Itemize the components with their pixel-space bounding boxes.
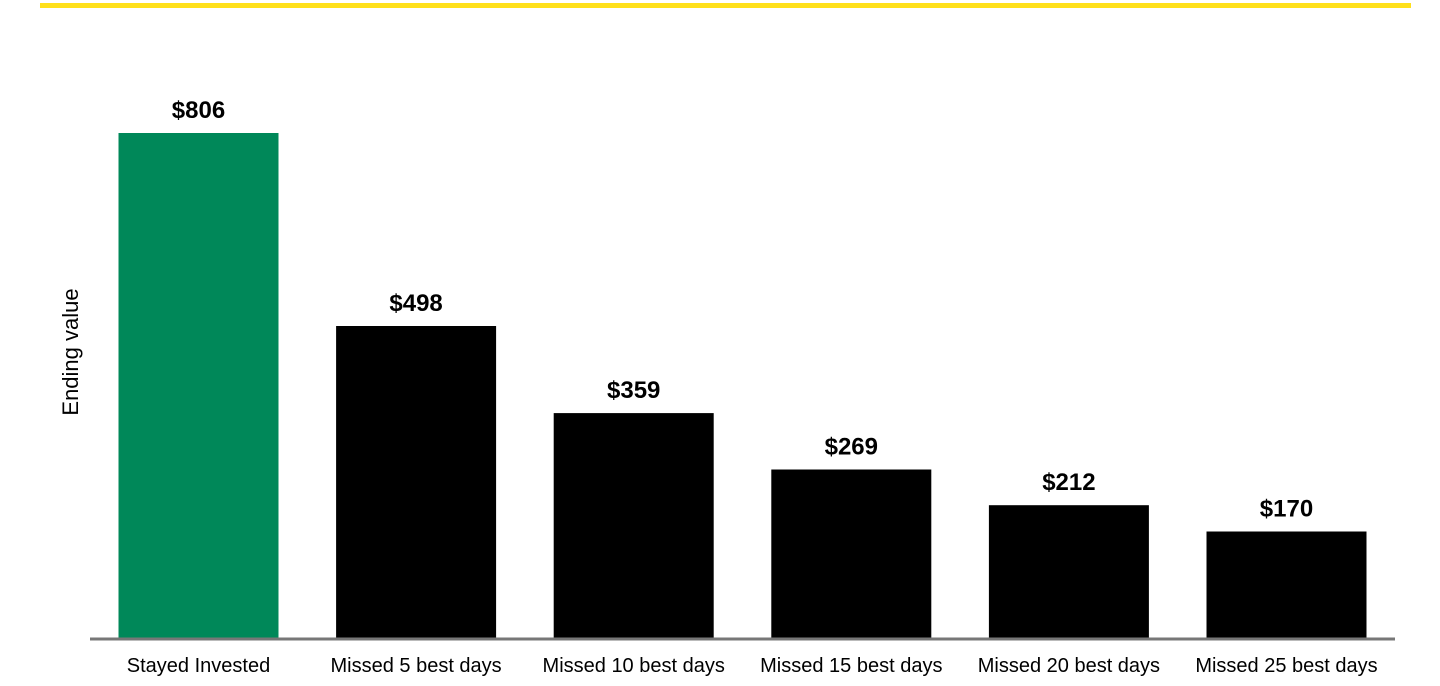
bars [118, 133, 1367, 638]
category-label-2: Missed 10 best days [543, 655, 725, 677]
value-label-4: $212 [1042, 469, 1095, 496]
category-label-0: Stayed Invested [127, 655, 270, 677]
value-label-3: $269 [825, 434, 878, 461]
bar-0 [118, 133, 279, 638]
bar-1 [336, 326, 497, 638]
category-label-1: Missed 5 best days [330, 655, 501, 677]
value-label-2: $359 [607, 377, 660, 404]
bar-5 [1206, 531, 1367, 638]
value-label-0: $806 [172, 97, 225, 124]
category-label-4: Missed 20 best days [978, 655, 1160, 677]
value-labels: $806 $498 $359 $269 $212 $170 [172, 97, 1313, 523]
bar-3 [771, 469, 932, 638]
bar-2 [553, 413, 714, 638]
top-accent-rule [40, 3, 1411, 8]
category-label-5: Missed 25 best days [1195, 655, 1377, 677]
y-axis-title: Ending value [58, 288, 83, 415]
category-label-3: Missed 15 best days [760, 655, 942, 677]
value-label-5: $170 [1260, 496, 1313, 523]
value-label-1: $498 [389, 290, 442, 317]
bar-4 [988, 505, 1149, 638]
category-labels: Stayed Invested Missed 5 best days Missed … [127, 655, 1378, 677]
